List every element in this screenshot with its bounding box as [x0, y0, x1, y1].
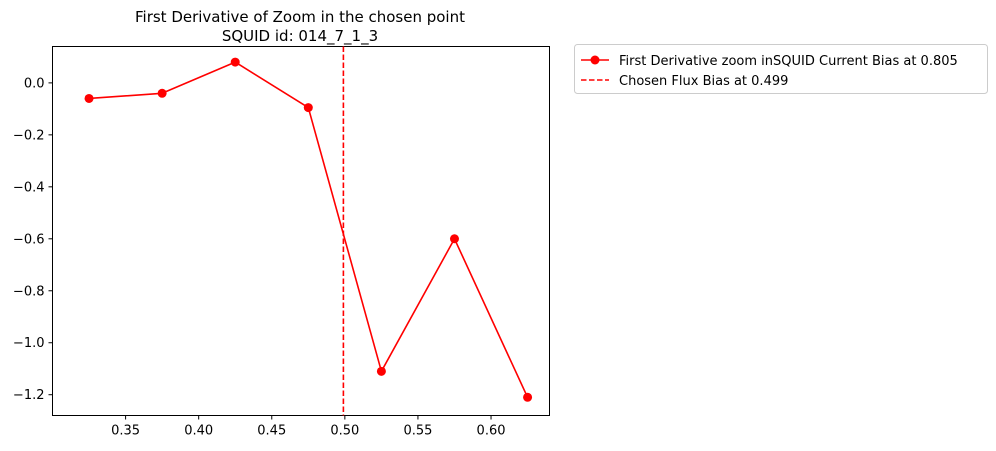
- plot-frame: [52, 46, 550, 416]
- data-point: [84, 93, 94, 103]
- y-tick-label: 0.0: [24, 76, 45, 91]
- x-tick-label: 0.35: [111, 424, 140, 439]
- x-tick-label: 0.60: [477, 424, 506, 439]
- chart-subtitle: SQUID id: 014_7_1_3: [222, 27, 378, 46]
- y-tick-label: −1.2: [13, 388, 45, 403]
- y-tick-label: −0.8: [13, 284, 45, 299]
- legend-series-label: First Derivative zoom inSQUID Current Bi…: [619, 54, 958, 69]
- data-point: [303, 103, 313, 113]
- x-tick-label: 0.45: [257, 424, 286, 439]
- x-axis: 0.35 0.40 0.45 0.50 0.55 0.60: [111, 415, 506, 439]
- y-tick-label: −0.6: [13, 232, 45, 247]
- y-axis: 0.0 −0.2 −0.4 −0.6 −0.8 −1.0 −1.2: [13, 76, 53, 403]
- legend-series-marker: [590, 55, 600, 65]
- data-point: [157, 88, 167, 98]
- y-tick-label: −0.2: [13, 128, 45, 143]
- legend-vline-label: Chosen Flux Bias at 0.499: [619, 74, 788, 89]
- legend: First Derivative zoom inSQUID Current Bi…: [574, 44, 988, 94]
- x-tick-label: 0.55: [403, 424, 432, 439]
- y-tick-label: −1.0: [13, 336, 45, 351]
- data-point: [376, 366, 386, 376]
- series-line: [88, 61, 529, 398]
- x-tick-label: 0.50: [330, 424, 359, 439]
- plot-marks: [84, 46, 533, 416]
- data-point: [230, 57, 240, 67]
- data-point: [449, 234, 459, 244]
- y-tick-label: −0.4: [13, 180, 45, 195]
- data-point: [523, 392, 533, 402]
- chart-title: First Derivative of Zoom in the chosen p…: [135, 8, 465, 26]
- x-tick-label: 0.40: [184, 424, 213, 439]
- legend-box: [574, 44, 988, 94]
